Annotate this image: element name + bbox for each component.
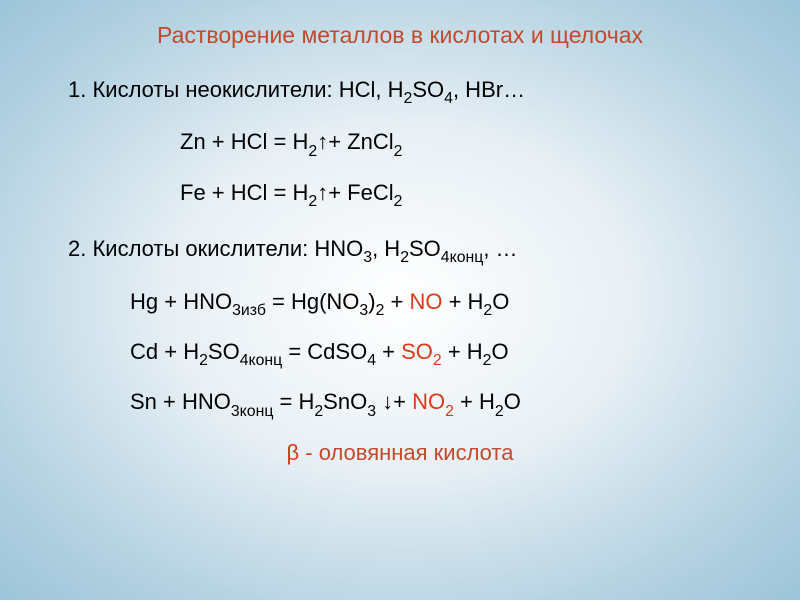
e5nos: 2 bbox=[445, 403, 454, 420]
no-highlight: NO bbox=[409, 289, 442, 314]
e2arr: ↑ bbox=[317, 180, 328, 206]
s1-h-s2: 4 bbox=[444, 90, 453, 107]
s1-h-a: 1. Кислоты неокислители: HCl, H bbox=[68, 77, 404, 102]
e1s2: 2 bbox=[394, 143, 403, 160]
e4s1: 2 bbox=[199, 352, 208, 369]
e5s2: 2 bbox=[314, 403, 323, 420]
footer-note: β - оловянная кислота bbox=[50, 440, 750, 466]
s1-h-c: , HBr… bbox=[453, 77, 525, 102]
equation-5: Sn + HNO3конц = H2SnO3 ↓+ NO2 + H2O bbox=[130, 389, 750, 419]
equation-4: Cd + H2SO4конц = CdSO4 + SO2 + H2O bbox=[130, 339, 750, 369]
equation-3: Hg + HNO3изб = Hg(NO3)2 + NO + H2O bbox=[130, 289, 750, 319]
title-text: Растворение металлов в кислотах и щелоча… bbox=[157, 22, 643, 48]
e3c: ) bbox=[368, 289, 375, 314]
e5e: + H bbox=[454, 389, 495, 414]
equation-1: Zn + HCl = H2 ↑+ ZnCl2 bbox=[180, 129, 750, 159]
e3s2: 3 bbox=[359, 302, 368, 319]
e5s4: 2 bbox=[495, 403, 504, 420]
e5arr: ↓ bbox=[376, 389, 393, 414]
page-title: Растворение металлов в кислотах и щелоча… bbox=[50, 22, 750, 49]
footer-text: - оловянная кислота bbox=[299, 440, 513, 465]
e5s3: 3 bbox=[367, 403, 376, 420]
section2-heading: 2. Кислоты окислители: HNO3, H2SO4конц, … bbox=[68, 236, 750, 266]
e4d: + bbox=[376, 339, 401, 364]
e1a: Zn + HCl = H bbox=[180, 129, 308, 154]
s2-h-s2: 2 bbox=[400, 249, 409, 266]
e3s3: 2 bbox=[376, 302, 385, 319]
s1-h-s1: 2 bbox=[404, 90, 413, 107]
e3a: Hg + HNO bbox=[130, 289, 232, 314]
e4so: SO bbox=[401, 339, 433, 364]
e4a: Cd + H bbox=[130, 339, 199, 364]
e4b: SO bbox=[208, 339, 240, 364]
e3d: + bbox=[384, 289, 409, 314]
e1s: 2 bbox=[308, 143, 317, 160]
e4e: + H bbox=[442, 339, 483, 364]
e4s2: 4конц bbox=[240, 352, 283, 369]
s2-h-b: , H bbox=[372, 236, 400, 261]
s2-h-d: , … bbox=[483, 236, 517, 261]
e4f: O bbox=[491, 339, 508, 364]
e4s4: 2 bbox=[483, 352, 492, 369]
e5c: SnO bbox=[323, 389, 367, 414]
s1-h-b: SO bbox=[412, 77, 444, 102]
e3b: = Hg(NO bbox=[266, 289, 360, 314]
no2-highlight: NO2 bbox=[412, 389, 454, 414]
e5a: Sn + HNO bbox=[130, 389, 231, 414]
so2-highlight: SO2 bbox=[401, 339, 442, 364]
e1b: + ZnCl bbox=[328, 129, 393, 154]
e2s: 2 bbox=[308, 193, 317, 210]
e3f: O bbox=[492, 289, 509, 314]
e3s1: 3изб bbox=[232, 302, 266, 319]
e2a: Fe + HCl = H bbox=[180, 180, 308, 205]
e5d: + bbox=[393, 389, 412, 414]
e1arr: ↑ bbox=[317, 129, 328, 155]
e3s4: 2 bbox=[483, 302, 492, 319]
e2b: + FeCl bbox=[328, 180, 393, 205]
beta-symbol: β bbox=[286, 440, 299, 465]
e3e: + H bbox=[442, 289, 483, 314]
s2-h-s3: 4конц bbox=[441, 249, 484, 266]
e4s3: 4 bbox=[367, 352, 376, 369]
equation-2: Fe + HCl = H2↑+ FeCl2 bbox=[180, 180, 750, 210]
s2-h-c: SO bbox=[409, 236, 441, 261]
e4sos: 2 bbox=[433, 352, 442, 369]
e5b: = H bbox=[273, 389, 314, 414]
section1-heading: 1. Кислоты неокислители: HCl, H2SO4, HBr… bbox=[68, 77, 750, 107]
e5no: NO bbox=[412, 389, 445, 414]
s2-h-a: 2. Кислоты окислители: HNO bbox=[68, 236, 363, 261]
e5s1: 3конц bbox=[231, 403, 274, 420]
s2-h-s1: 3 bbox=[363, 249, 372, 266]
e4c: = CdSO bbox=[282, 339, 367, 364]
e2s2: 2 bbox=[394, 193, 403, 210]
e5f: O bbox=[504, 389, 521, 414]
